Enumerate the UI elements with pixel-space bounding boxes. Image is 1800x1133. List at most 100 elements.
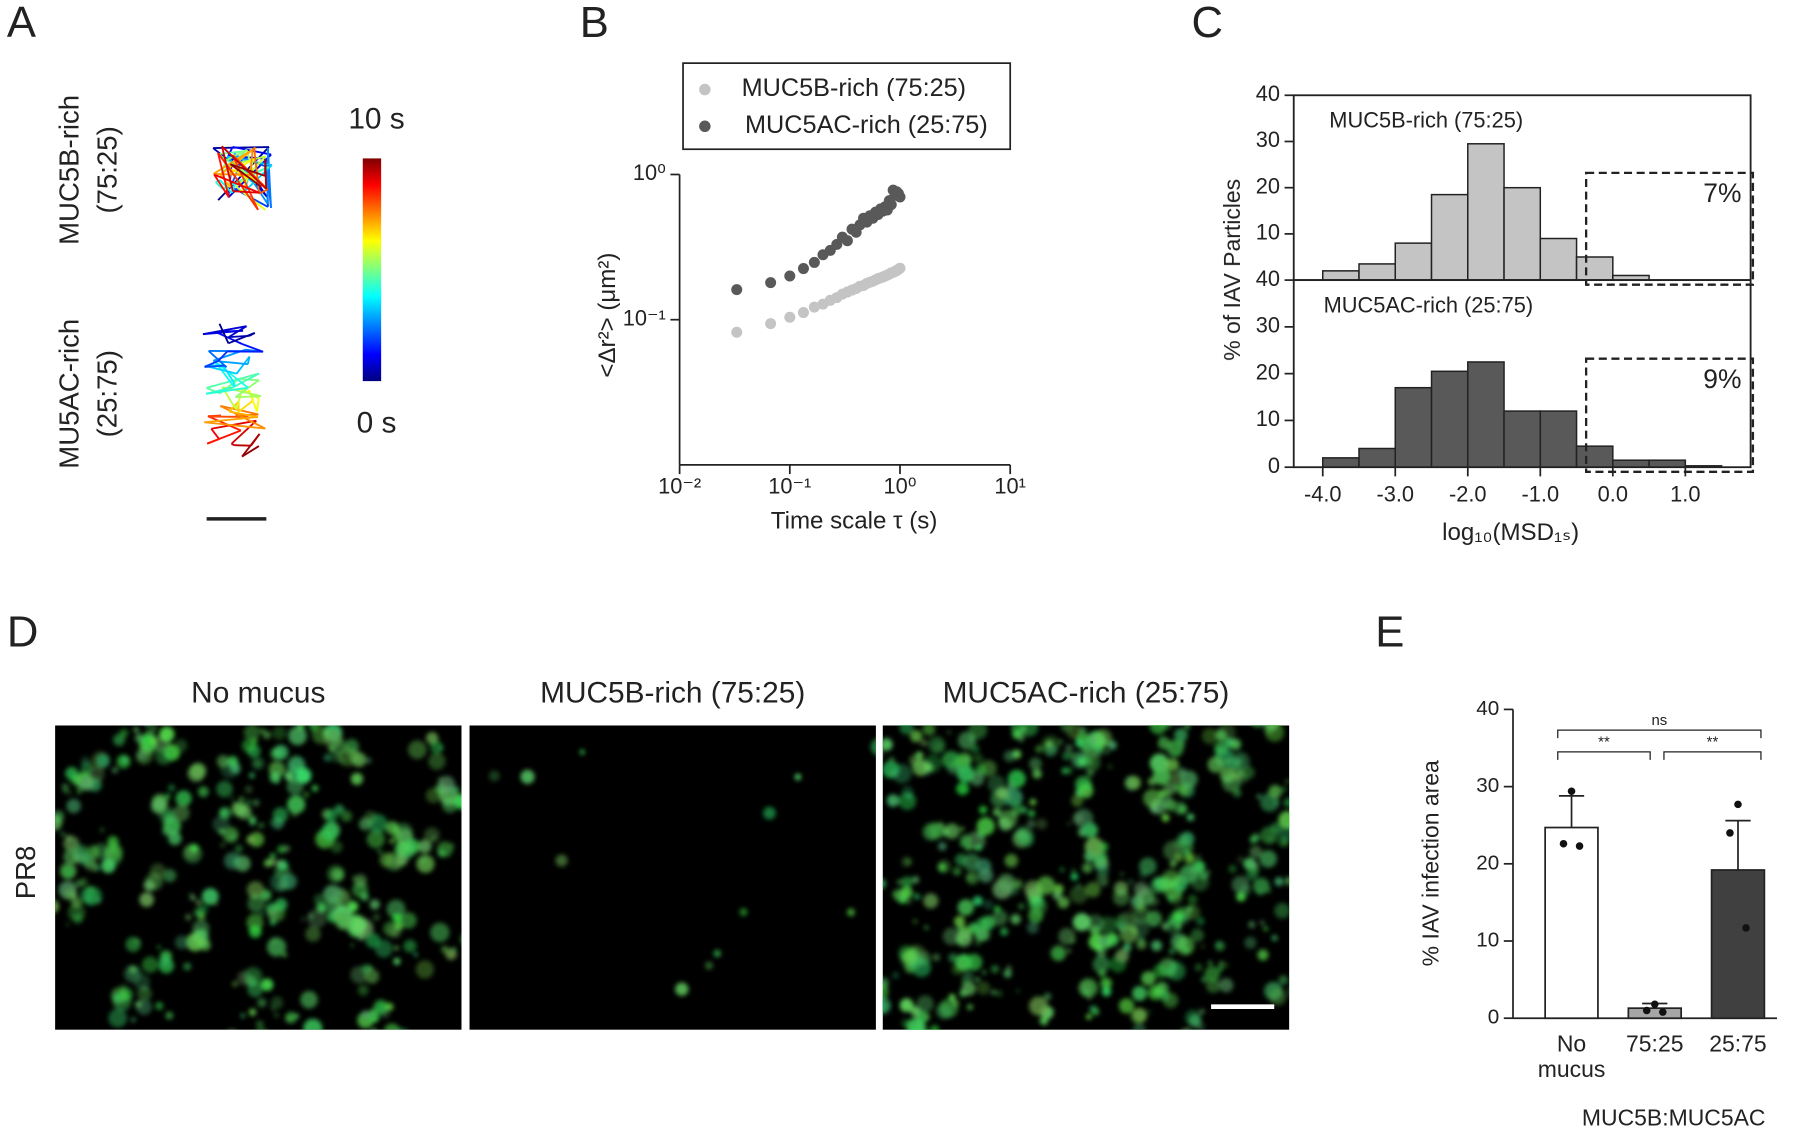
fluorescent-spot <box>151 725 158 731</box>
fluorescent-spot <box>216 755 230 768</box>
fluorescent-spot <box>1249 845 1263 859</box>
fluorescent-spot <box>1038 1018 1043 1023</box>
trajectory-step <box>213 173 260 194</box>
fluorescent-spot <box>1166 739 1184 757</box>
fluorescent-spot <box>1291 979 1302 990</box>
y-tick-label: 20 <box>1256 359 1280 384</box>
x-axis-label: Time scale τ (s) <box>771 508 938 535</box>
fluorescent-spot <box>882 983 889 1001</box>
fluorescent-spot <box>966 1004 974 1011</box>
y-tick-label: 30 <box>1256 127 1280 152</box>
trajectory-step <box>217 350 229 362</box>
trajectories <box>202 145 273 458</box>
fluorescent-spot <box>1072 812 1084 825</box>
fluorescent-spot <box>61 783 69 791</box>
fluorescence <box>488 738 876 996</box>
histogram-bar <box>1394 386 1433 468</box>
fluorescent-spot <box>899 998 914 1013</box>
fluorescent-spot <box>916 995 934 1013</box>
fluorescent-spot <box>1177 767 1187 776</box>
fluorescent-spot <box>277 845 286 854</box>
fluorescent-spot <box>361 1010 371 1019</box>
fluorescent-spot <box>1235 772 1242 780</box>
fluorescent-spot <box>922 725 936 736</box>
y-axis-label: % of IAV Particles <box>1219 179 1245 361</box>
data-point <box>731 326 743 338</box>
fluorescent-spot <box>379 852 395 868</box>
fluorescent-spot <box>1169 860 1177 868</box>
fluorescent-spot <box>705 961 714 970</box>
fluorescent-spot <box>459 935 462 944</box>
trajectory-step <box>222 364 236 385</box>
fluorescent-spot <box>246 835 256 845</box>
y-tick-label: 10⁻¹ <box>623 305 666 330</box>
fluorescent-spot <box>1181 841 1194 854</box>
fluorescent-spot <box>142 744 150 751</box>
fluorescent-spot <box>876 867 880 871</box>
fluorescent-spot <box>1136 939 1147 950</box>
fluorescent-spot <box>195 899 202 906</box>
fluorescent-spot <box>1236 891 1246 902</box>
fluorescent-spot <box>1200 944 1205 949</box>
fluorescent-spot <box>920 739 928 747</box>
fluorescent-spot <box>372 1016 379 1023</box>
histogram-bar <box>1394 242 1433 281</box>
fluorescent-spot <box>257 1028 267 1030</box>
fluorescent-spot <box>417 839 432 854</box>
fluorescent-spot <box>134 733 145 743</box>
fluorescent-spot <box>381 1010 390 1019</box>
fluorescent-spot <box>370 1008 377 1016</box>
x-tick-label-box: 75:25 <box>1626 1032 1683 1057</box>
fluorescent-spot <box>906 1017 926 1030</box>
fluorescent-spot <box>168 831 182 846</box>
annotation: 7% <box>1703 178 1741 208</box>
fluorescent-spot <box>964 844 971 851</box>
legend-box <box>682 62 1012 151</box>
fluorescent-spot <box>1201 976 1208 983</box>
fluorescent-spot <box>1181 1028 1190 1030</box>
fluorescent-spot <box>197 912 206 921</box>
fluorescent-spot <box>900 886 913 899</box>
fluorescent-spot <box>244 798 252 806</box>
fluorescent-spot <box>1050 1008 1055 1013</box>
fluorescent-spot <box>1092 1008 1100 1016</box>
fluorescent-spot <box>184 844 198 858</box>
y-tick-label: 10 <box>1476 928 1499 951</box>
fluorescent-spot <box>1092 1005 1098 1011</box>
fluorescent-spot <box>270 1005 277 1012</box>
x-tick-label: 10¹ <box>994 474 1026 499</box>
fluorescent-spot <box>71 897 82 909</box>
fluorescent-spot <box>1130 1032 1140 1042</box>
trajectory-step <box>232 372 260 389</box>
fluorescent-spot <box>350 772 364 785</box>
data-point <box>808 256 820 268</box>
y-tick-label: 30 <box>1476 774 1499 797</box>
fluorescent-spot <box>961 981 976 996</box>
fluorescent-spot <box>190 894 196 901</box>
fluorescent-spot <box>423 827 440 844</box>
fluorescent-spot <box>1043 992 1052 1001</box>
fluorescent-spot <box>187 764 205 783</box>
fluorescent-spot <box>1190 928 1205 942</box>
fluorescent-spot <box>108 1008 128 1028</box>
fluorescent-spot <box>930 1024 940 1030</box>
fluorescent-spot <box>1019 806 1027 814</box>
fluorescent-spot <box>1244 936 1257 949</box>
fluorescent-spot <box>1274 877 1284 886</box>
replicate-point <box>1559 839 1568 848</box>
micrograph <box>469 725 876 1030</box>
fluorescent-spot <box>912 918 918 924</box>
fluorescent-spot <box>311 784 319 792</box>
x-tick-label: 10⁰ <box>884 474 917 499</box>
fluorescent-spot <box>1061 725 1067 731</box>
fluorescent-spot <box>713 949 722 958</box>
fluorescent-spot <box>1127 775 1142 790</box>
fluorescent-spot <box>1150 878 1166 894</box>
fluorescent-spot <box>330 840 343 853</box>
data-point <box>808 301 820 313</box>
fluorescent-spot <box>1207 960 1213 966</box>
fluorescent-spot <box>1139 857 1157 875</box>
fluorescent-spot <box>1027 809 1036 818</box>
fluorescent-spot <box>287 795 306 814</box>
fluorescent-spot <box>1132 1008 1148 1023</box>
